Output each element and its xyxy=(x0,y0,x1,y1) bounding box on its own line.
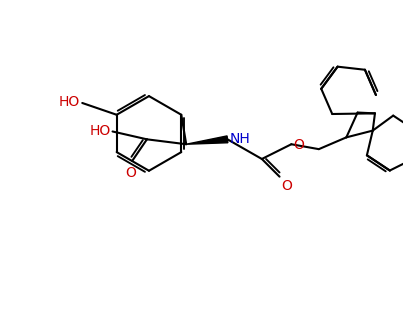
Polygon shape xyxy=(186,136,228,144)
Text: HO: HO xyxy=(89,124,111,139)
Text: O: O xyxy=(125,166,136,180)
Text: O: O xyxy=(282,179,292,192)
Text: HO: HO xyxy=(59,95,80,109)
Text: O: O xyxy=(293,138,304,152)
Text: NH: NH xyxy=(230,132,250,146)
